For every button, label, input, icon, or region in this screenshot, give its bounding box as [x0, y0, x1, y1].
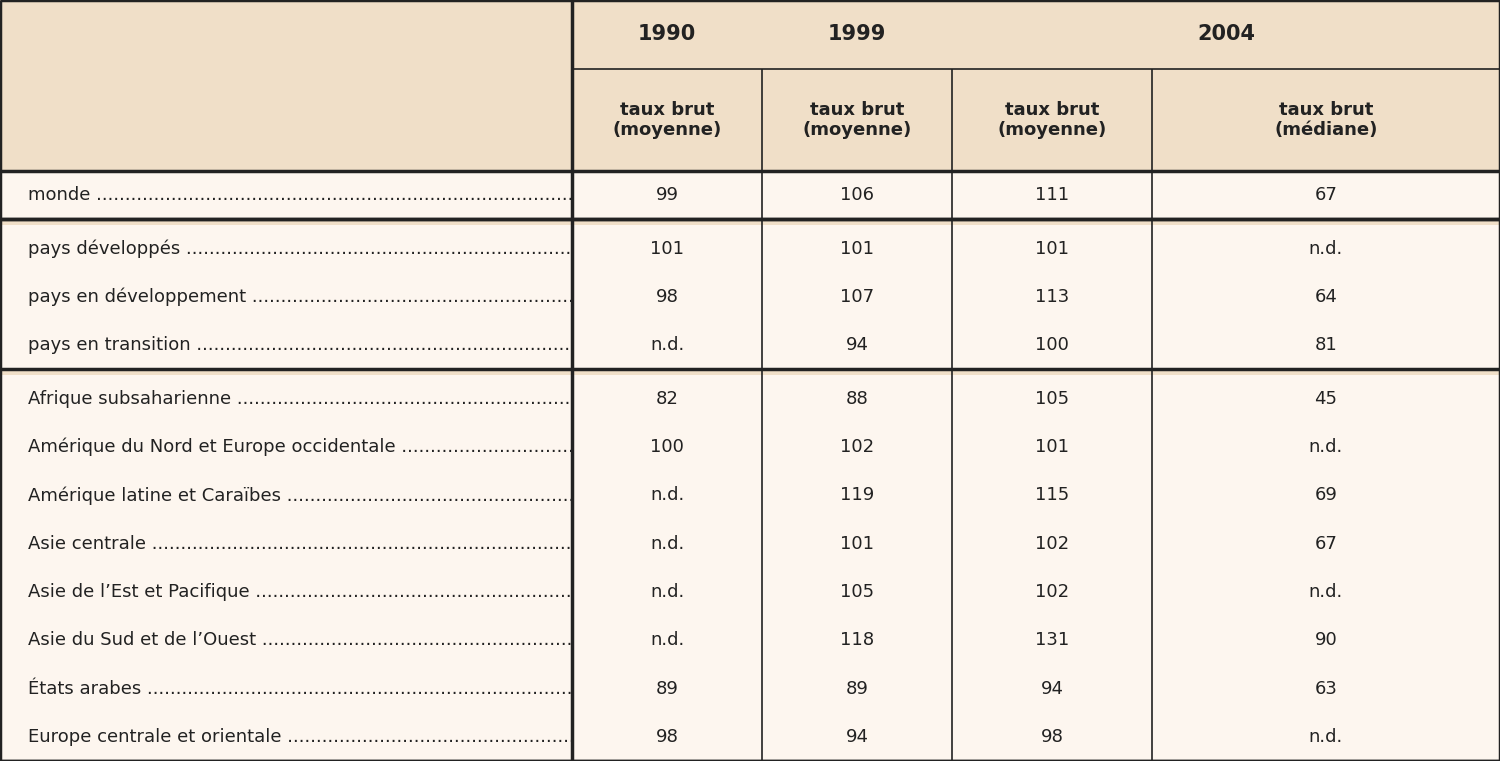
Text: 102: 102 — [1035, 535, 1070, 552]
Bar — [0, 471, 1500, 520]
Bar — [0, 664, 1500, 713]
Text: Amérique du Nord et Europe occidentale .........................................: Amérique du Nord et Europe occidentale .… — [28, 438, 1500, 457]
Text: 94: 94 — [846, 728, 868, 746]
Text: 63: 63 — [1314, 680, 1338, 698]
Bar — [0, 321, 1500, 370]
Text: 101: 101 — [650, 240, 684, 258]
Text: taux brut
(moyenne): taux brut (moyenne) — [612, 100, 722, 139]
Text: Asie du Sud et de l’Ouest ......................................................: Asie du Sud et de l’Ouest ..............… — [28, 631, 1412, 649]
Text: 107: 107 — [840, 288, 874, 306]
Text: 89: 89 — [846, 680, 868, 698]
Text: n.d.: n.d. — [650, 631, 684, 649]
Text: Europe centrale et orientale ...................................................: Europe centrale et orientale ...........… — [28, 728, 1437, 746]
Text: 45: 45 — [1314, 390, 1338, 408]
Bar — [0, 374, 1500, 423]
Text: États arabes ...................................................................: États arabes ...........................… — [28, 680, 1298, 698]
Text: pays développés ................................................................: pays développés ........................… — [28, 240, 1336, 258]
Text: n.d.: n.d. — [650, 583, 684, 601]
Text: n.d.: n.d. — [1310, 583, 1342, 601]
Text: 89: 89 — [656, 680, 678, 698]
Text: pays en transition .............................................................: pays en transition .....................… — [28, 336, 1347, 355]
Text: 118: 118 — [840, 631, 874, 649]
Text: 98: 98 — [1041, 728, 1064, 746]
Text: 105: 105 — [1035, 390, 1070, 408]
Text: 98: 98 — [656, 728, 678, 746]
Text: Afrique subsaharienne ..........................................................: Afrique subsaharienne ..................… — [28, 390, 1388, 408]
Text: 81: 81 — [1314, 336, 1338, 355]
Text: 111: 111 — [1035, 186, 1070, 205]
Bar — [0, 219, 1500, 224]
Bar — [0, 171, 1500, 219]
Text: 115: 115 — [1035, 486, 1070, 505]
Text: 94: 94 — [846, 336, 868, 355]
Text: 94: 94 — [1041, 680, 1064, 698]
Text: 106: 106 — [840, 186, 874, 205]
Bar — [0, 68, 1500, 171]
Bar — [0, 224, 1500, 273]
Text: 105: 105 — [840, 583, 874, 601]
Text: 113: 113 — [1035, 288, 1070, 306]
Text: 1999: 1999 — [828, 24, 886, 44]
Bar — [0, 616, 1500, 664]
Text: taux brut
(médiane): taux brut (médiane) — [1275, 100, 1377, 139]
Text: taux brut
(moyenne): taux brut (moyenne) — [802, 100, 912, 139]
Bar — [0, 0, 1500, 68]
Bar — [0, 568, 1500, 616]
Text: 88: 88 — [846, 390, 868, 408]
Text: 131: 131 — [1035, 631, 1070, 649]
Text: n.d.: n.d. — [1310, 240, 1342, 258]
Text: 69: 69 — [1314, 486, 1338, 505]
Bar — [0, 423, 1500, 471]
Text: 1990: 1990 — [638, 24, 696, 44]
Text: n.d.: n.d. — [1310, 438, 1342, 456]
Text: 82: 82 — [656, 390, 678, 408]
Text: n.d.: n.d. — [650, 535, 684, 552]
Text: n.d.: n.d. — [1310, 728, 1342, 746]
Text: 67: 67 — [1314, 535, 1338, 552]
Text: Asie de l’Est et Pacifique .....................................................: Asie de l’Est et Pacifique .............… — [28, 583, 1406, 601]
Text: 99: 99 — [656, 186, 678, 205]
Text: Amérique latine et Caraïbes ....................................................: Amérique latine et Caraïbes ............… — [28, 486, 1437, 505]
Text: 102: 102 — [1035, 583, 1070, 601]
Text: 90: 90 — [1314, 631, 1338, 649]
Bar — [0, 370, 1500, 374]
Text: n.d.: n.d. — [650, 486, 684, 505]
Text: 101: 101 — [1035, 240, 1070, 258]
Text: 119: 119 — [840, 486, 874, 505]
Text: 101: 101 — [1035, 438, 1070, 456]
Text: monde ..........................................................................: monde ..................................… — [28, 186, 1246, 205]
Text: 2004: 2004 — [1197, 24, 1256, 44]
Text: 100: 100 — [1035, 336, 1070, 355]
Text: pays en développement ..........................................................: pays en développement ..................… — [28, 288, 1402, 306]
Text: 64: 64 — [1314, 288, 1338, 306]
Bar — [0, 520, 1500, 568]
Text: 101: 101 — [840, 535, 874, 552]
Text: 67: 67 — [1314, 186, 1338, 205]
Text: n.d.: n.d. — [650, 336, 684, 355]
Text: 102: 102 — [840, 438, 874, 456]
Text: Asie centrale ..................................................................: Asie centrale ..........................… — [28, 535, 1302, 552]
Text: taux brut
(moyenne): taux brut (moyenne) — [998, 100, 1107, 139]
Text: 98: 98 — [656, 288, 678, 306]
Bar — [0, 273, 1500, 321]
Text: 101: 101 — [840, 240, 874, 258]
Text: 100: 100 — [650, 438, 684, 456]
Bar — [0, 713, 1500, 761]
